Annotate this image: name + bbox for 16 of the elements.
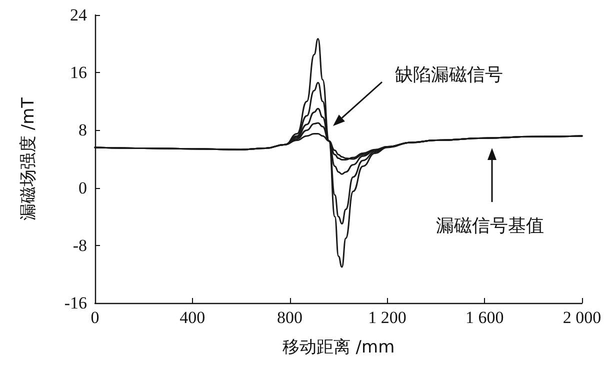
y-axis-title: 漏磁场强度 /mT xyxy=(18,96,38,221)
x-tick-label: 800 xyxy=(277,308,303,327)
x-tick-label: 1 600 xyxy=(465,308,504,327)
y-tick-label: 24 xyxy=(70,6,88,24)
x-tick-label: 2 000 xyxy=(562,308,602,327)
y-tick-label: 16 xyxy=(70,63,87,82)
x-axis-title: 移动距离 /mm xyxy=(282,338,395,358)
annotation: 漏磁信号基值 xyxy=(436,216,544,236)
annotation: 缺陷漏磁信号 xyxy=(395,64,503,86)
x-tick-label: 1 200 xyxy=(368,308,406,327)
y-tick-label: 8 xyxy=(78,120,87,140)
y-tick-label: 0 xyxy=(78,178,87,198)
x-tick-label: 0 xyxy=(90,308,100,327)
y-tick-label: -16 xyxy=(64,294,87,312)
x-tick-label: 400 xyxy=(180,308,206,327)
y-tick-label: -8 xyxy=(72,236,87,255)
